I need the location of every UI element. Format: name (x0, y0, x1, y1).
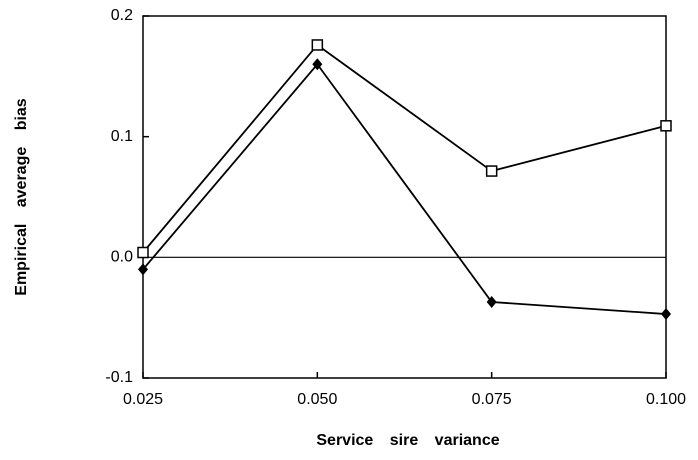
y-tick-label: -0.1 (105, 369, 133, 386)
diamond-marker (486, 295, 497, 308)
x-tick-label: 0.050 (297, 391, 337, 408)
y-tick-label: 0.0 (111, 249, 133, 266)
x-tick-label: 0.075 (472, 391, 512, 408)
diamond-marker (661, 308, 671, 321)
series-line (142, 43, 667, 254)
y-tick-label: 0.1 (111, 128, 133, 145)
x-tick-label: 0.025 (123, 391, 163, 408)
y-tick-label: 0.2 (111, 7, 133, 24)
square-marker (660, 120, 672, 132)
diamond-marker (312, 58, 323, 71)
diamond-marker (138, 263, 148, 276)
y-axis-title: Empirical average bias (13, 98, 30, 296)
x-axis-title: Service sire variance (316, 432, 499, 449)
series-line (142, 62, 667, 315)
square-marker (311, 39, 324, 51)
x-tick-label: 0.100 (646, 391, 686, 408)
square-marker (485, 165, 498, 177)
square-marker (137, 246, 149, 259)
plot-frame (142, 15, 667, 379)
